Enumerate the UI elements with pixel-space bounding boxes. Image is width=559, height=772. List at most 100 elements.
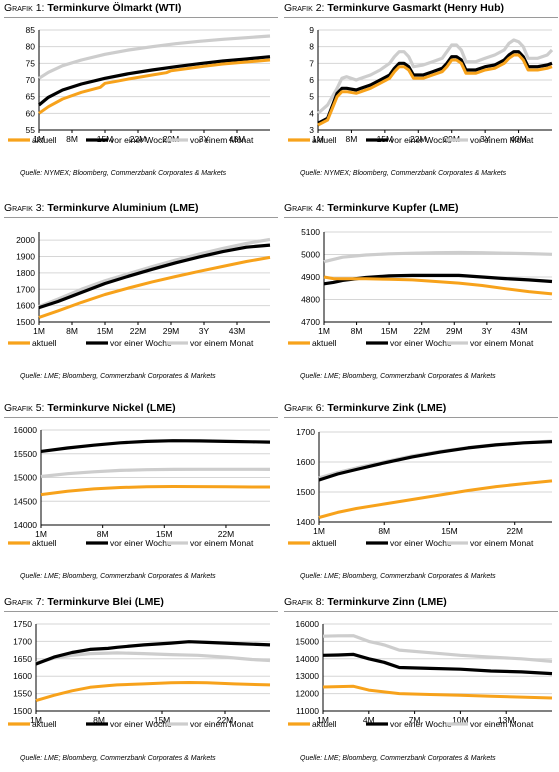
chart-title: Grafik 7: Terminkurve Blei (LME) xyxy=(4,596,164,608)
x-tick-label: 15M xyxy=(154,715,171,725)
x-tick-label: 8M xyxy=(66,134,78,144)
legend-label: aktuell xyxy=(312,538,337,548)
y-tick-label: 4700 xyxy=(301,317,320,327)
series-line-woche xyxy=(35,640,271,666)
chart-title-text: Terminkurve Blei (LME) xyxy=(47,596,164,608)
y-tick-label: 1400 xyxy=(296,517,315,527)
legend-label: vor einem Monat xyxy=(470,538,534,548)
x-tick-label: 22M xyxy=(218,529,235,539)
y-tick-label: 14000 xyxy=(295,654,319,664)
y-tick-label: 4800 xyxy=(301,295,320,305)
y-tick-label: 1500 xyxy=(16,317,35,327)
y-tick-label: 1800 xyxy=(16,268,35,278)
legend-label: vor einem Monat xyxy=(470,135,534,145)
chart-title-text: Terminkurve Gasmarkt (Henry Hub) xyxy=(327,2,504,14)
chart-title-text: Terminkurve Kupfer (LME) xyxy=(327,202,459,214)
x-tick-label: 8M xyxy=(378,526,390,536)
title-rule xyxy=(4,611,278,612)
y-tick-label: 11000 xyxy=(296,706,319,716)
legend-label: vor einer Woche xyxy=(390,719,452,729)
x-tick-label: 43M xyxy=(229,326,246,336)
line-chart: 34567891M8M15M22M29M3Y43Maktuellvor eine… xyxy=(288,25,554,145)
series-line-monat xyxy=(318,439,553,480)
y-tick-label: 80 xyxy=(26,42,36,52)
legend-label: aktuell xyxy=(32,719,57,729)
legend-label: vor einer Woche xyxy=(390,135,452,145)
legend-label: vor einem Monat xyxy=(190,135,254,145)
x-tick-label: 8M xyxy=(351,326,363,336)
source-note: Quelle: LME; Bloomberg, Commerzbank Corp… xyxy=(300,373,496,380)
series-line-woche xyxy=(318,440,553,482)
x-tick-label: 8M xyxy=(346,134,358,144)
y-tick-label: 1700 xyxy=(16,284,35,294)
x-tick-label: 1M xyxy=(30,715,42,725)
series-line-monat xyxy=(38,237,271,308)
source-note: Quelle: LME; Bloomberg, Commerzbank Corp… xyxy=(300,755,496,762)
x-tick-label: 13M xyxy=(498,715,515,725)
x-tick-label: 10M xyxy=(452,715,469,725)
chart-panel: Grafik 7: Terminkurve Blei (LME) 1500 1550… xyxy=(4,596,278,756)
legend-label: vor einem Monat xyxy=(190,719,254,729)
x-tick-label: 3Y xyxy=(480,134,491,144)
series-line-woche xyxy=(38,243,271,310)
chart-number: Grafik 8: xyxy=(284,596,325,608)
x-tick-label: 15M xyxy=(441,526,458,536)
chart-title-text: Terminkurve Aluminium (LME) xyxy=(47,202,199,214)
legend-label: vor einer Woche xyxy=(110,135,172,145)
series-line-aktuell xyxy=(40,485,270,497)
chart-panel: Grafik 6: Terminkurve Zink (LME) 1400 1500… xyxy=(284,402,558,562)
chart-number: Grafik 7: xyxy=(4,596,45,608)
x-tick-label: 15M xyxy=(381,326,398,336)
legend-label: vor einem Monat xyxy=(470,719,534,729)
series-line-monat xyxy=(323,250,553,264)
chart-number: Grafik 6: xyxy=(284,402,325,414)
chart-title: Grafik 4: Terminkurve Kupfer (LME) xyxy=(284,202,458,214)
legend-label: vor einer Woche xyxy=(110,719,172,729)
line-chart: 14000 14500 15000 15500 16000 1M 8M 15M 22M aktue… xyxy=(8,425,271,548)
chart-title: Grafik 8: Terminkurve Zinn (LME) xyxy=(284,596,447,608)
chart-panel: Grafik 4: Terminkurve Kupfer (LME) 4700 48… xyxy=(284,202,558,362)
y-tick-label: 2000 xyxy=(16,235,35,245)
y-tick-label: 1650 xyxy=(13,654,32,664)
legend-label: vor einem Monat xyxy=(470,338,534,348)
chart-title: Grafik 5: Terminkurve Nickel (LME) xyxy=(4,402,176,414)
chart-title: Grafik 6: Terminkurve Zink (LME) xyxy=(284,402,446,414)
x-tick-label: 7M xyxy=(409,715,421,725)
chart-panel: Grafik 2: Terminkurve Gasmarkt (Henry Hu… xyxy=(284,2,558,162)
series-line-monat xyxy=(38,34,271,80)
line-chart: 1400 1500 1600 1700 1M 8M 15M 22M aktuell vor ein… xyxy=(288,427,553,548)
y-tick-label: 1600 xyxy=(16,301,35,311)
chart-number: Grafik 1: xyxy=(4,2,45,14)
legend-label: vor einer Woche xyxy=(390,338,452,348)
y-tick-label: 7 xyxy=(309,58,314,68)
legend-label: aktuell xyxy=(32,338,57,348)
x-tick-label: 8M xyxy=(97,529,109,539)
y-tick-label: 1600 xyxy=(13,671,32,681)
chart-panel: Grafik 5: Terminkurve Nickel (LME) 14000 1… xyxy=(4,402,278,562)
series-line-aktuell xyxy=(318,479,553,519)
chart-panel: Grafik 1: Terminkurve Ölmarkt (WTI) 55 60 6… xyxy=(4,2,278,162)
y-tick-label: 8 xyxy=(309,42,314,52)
series-line-aktuell xyxy=(38,255,271,319)
legend-label: vor einem Monat xyxy=(190,338,254,348)
line-chart: 4700 4800 4900 5000 5100 1M 8M 15M 22M 29M 3Y 43M ak… xyxy=(288,227,553,348)
chart-title: Grafik 2: Terminkurve Gasmarkt (Henry Hu… xyxy=(284,2,504,14)
title-rule xyxy=(4,217,278,218)
chart-title: Grafik 1: Terminkurve Ölmarkt (WTI) xyxy=(4,2,181,14)
y-tick-label: 5100 xyxy=(301,227,320,237)
title-rule xyxy=(4,417,278,418)
y-tick-label: 13000 xyxy=(295,671,319,681)
y-tick-label: 3 xyxy=(309,125,314,135)
y-tick-label: 14500 xyxy=(13,496,37,506)
series-line-woche xyxy=(322,652,553,676)
y-tick-label: 5000 xyxy=(301,250,320,260)
line-chart: 11000 12000 13000 14000 15000 16000 1M 4M 7M 10M 1… xyxy=(288,619,553,729)
x-tick-label: 43M xyxy=(511,326,528,336)
x-tick-label: 1M xyxy=(35,529,47,539)
chart-title-text: Terminkurve Zinn (LME) xyxy=(327,596,447,608)
chart-panel: Grafik 3: Terminkurve Aluminium (LME) 150… xyxy=(4,202,278,362)
legend-label: vor einer Woche xyxy=(390,538,452,548)
y-tick-label: 70 xyxy=(26,75,36,85)
x-tick-label: 15M xyxy=(156,529,173,539)
legend-label: aktuell xyxy=(32,538,57,548)
